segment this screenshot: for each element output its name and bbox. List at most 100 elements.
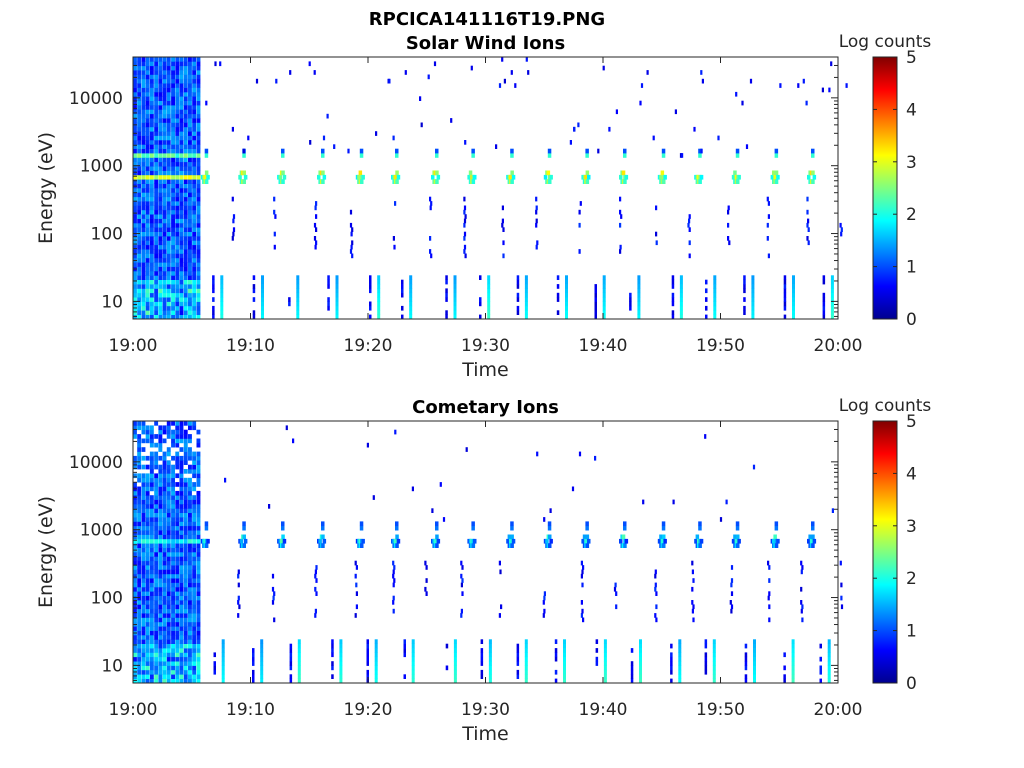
heatmap-cell <box>179 292 184 298</box>
heatmap-cell <box>175 669 180 675</box>
heatmap-cell <box>289 70 292 75</box>
heatmap-cell <box>141 205 146 211</box>
heatmap-cell <box>188 425 192 431</box>
heatmap-cell <box>137 617 142 623</box>
heatmap-cell <box>145 148 150 154</box>
heatmap-cell <box>141 586 146 592</box>
heatmap-cell <box>158 582 163 588</box>
heatmap-cell <box>183 100 188 106</box>
heatmap-cell <box>179 508 184 513</box>
heatmap-cell <box>158 538 163 544</box>
heatmap-cell <box>133 288 137 294</box>
x-tick-label: 20:00 <box>814 336 863 356</box>
heatmap-cell <box>705 288 708 294</box>
heatmap-cell <box>188 144 192 149</box>
heatmap-cell <box>141 626 146 631</box>
heatmap-cell <box>183 140 188 145</box>
heatmap-cell <box>149 455 154 461</box>
heatmap-cell <box>171 61 175 67</box>
heatmap-cell <box>171 74 175 80</box>
heatmap-cell <box>783 305 787 311</box>
heatmap-cell <box>192 87 197 93</box>
heatmap-cell <box>141 126 146 132</box>
heatmap-cell <box>252 656 255 662</box>
heatmap-cell <box>401 314 404 320</box>
heatmap-cell <box>196 582 201 588</box>
heatmap-cell <box>133 188 137 193</box>
heatmap-cell <box>145 661 150 666</box>
heatmap-cell <box>162 257 167 263</box>
heatmap-cell <box>166 630 171 636</box>
heatmap-cell <box>145 201 150 206</box>
heatmap-cell <box>154 74 159 80</box>
heatmap-cell <box>411 486 414 492</box>
heatmap-cell <box>183 499 188 505</box>
heatmap-cell <box>162 271 167 276</box>
heatmap-cell <box>158 284 163 289</box>
heatmap-cell <box>524 314 528 320</box>
heatmap-cell <box>175 140 180 145</box>
heatmap-cell <box>175 582 180 588</box>
heatmap-cell <box>141 188 146 193</box>
heatmap-cell <box>149 451 154 457</box>
heatmap-cell <box>619 222 622 228</box>
heatmap-cell <box>671 301 675 307</box>
heatmap-cell <box>175 148 180 154</box>
heatmap-cell <box>192 170 197 176</box>
heatmap-cell <box>822 279 826 285</box>
heatmap-cell <box>137 65 142 71</box>
heatmap-cell <box>282 174 287 180</box>
heatmap-cell <box>149 512 154 518</box>
heatmap-cell <box>670 652 673 658</box>
heatmap-cell <box>175 135 180 141</box>
heatmap-cell <box>175 144 180 149</box>
heatmap-cell <box>179 455 184 461</box>
heatmap-cell <box>166 188 171 193</box>
heatmap-cell <box>133 674 137 679</box>
heatmap-cell <box>162 486 167 492</box>
heatmap-cell <box>158 578 163 583</box>
heatmap-cell <box>145 504 150 509</box>
heatmap-cell <box>731 174 736 180</box>
heatmap-cell <box>166 144 171 149</box>
heatmap-cell <box>166 504 171 509</box>
heatmap-cell <box>411 652 415 658</box>
heatmap-cell <box>327 284 330 289</box>
heatmap-cell <box>751 275 755 280</box>
heatmap-cell <box>619 196 622 202</box>
heatmap-cell <box>772 170 776 176</box>
heatmap-cell <box>565 292 568 298</box>
heatmap-cell <box>158 179 163 184</box>
heatmap-cell <box>188 314 192 320</box>
heatmap-cell <box>260 669 264 675</box>
heatmap-cell <box>133 140 137 145</box>
heatmap-cell <box>453 674 457 679</box>
heatmap-cell <box>166 96 171 101</box>
heatmap-cell <box>212 314 215 320</box>
heatmap-cell <box>196 525 201 531</box>
heatmap-cell <box>133 512 137 518</box>
heatmap-cell <box>149 661 154 666</box>
heatmap-cell <box>479 301 482 307</box>
heatmap-cell <box>188 626 192 631</box>
heatmap-cell <box>188 652 192 658</box>
heatmap-cell <box>183 61 188 67</box>
heatmap-cell <box>188 591 192 596</box>
heatmap-cell <box>501 205 504 211</box>
heatmap-cell <box>162 438 167 444</box>
heatmap-cell <box>141 271 146 276</box>
heatmap-cell <box>536 240 539 246</box>
heatmap-cell <box>154 665 159 671</box>
heatmap-cell <box>377 284 381 289</box>
heatmap-cell <box>175 126 180 132</box>
heatmap-cell <box>704 665 708 671</box>
heatmap-cell <box>175 490 180 496</box>
heatmap-cell <box>162 648 167 653</box>
heatmap-cell <box>335 297 339 302</box>
y-tick-label: 1000 <box>80 521 123 541</box>
heatmap-cell <box>242 521 246 527</box>
heatmap-cell <box>188 91 192 97</box>
heatmap-cell <box>141 183 146 189</box>
heatmap-cell <box>188 578 192 583</box>
heatmap-cell <box>175 538 180 544</box>
